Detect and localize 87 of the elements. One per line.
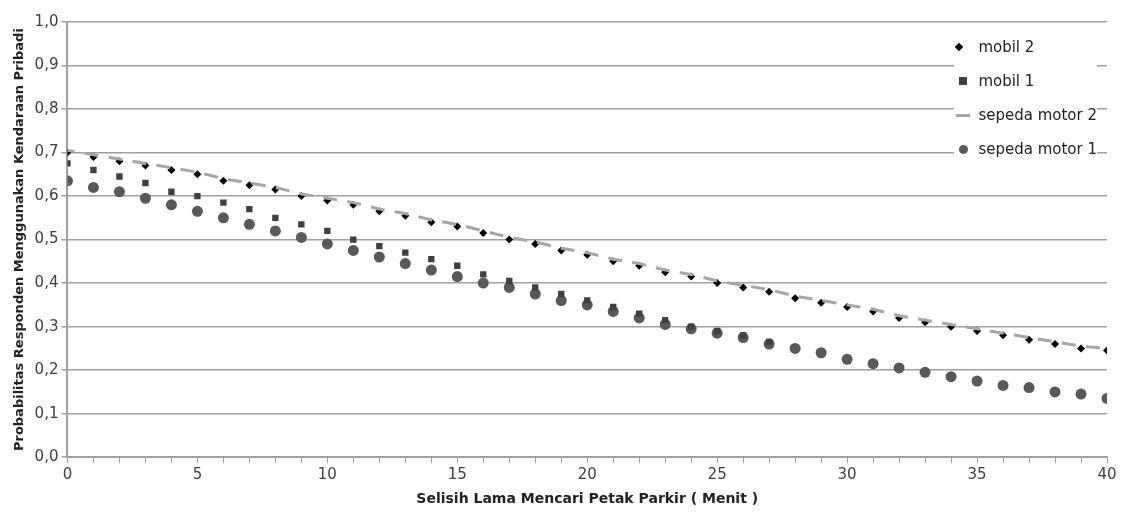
x-tick-label: 30	[837, 465, 857, 484]
y-tick-label: 0,3	[34, 316, 59, 335]
x-tick-label: 40	[1097, 465, 1117, 484]
y-tick-label: 0,1	[34, 403, 59, 422]
point	[531, 239, 540, 248]
point	[217, 212, 229, 224]
y-tick-label: 0,9	[34, 55, 59, 74]
legend-label: mobil 2	[978, 38, 1035, 56]
y-tick-label: 0,6	[34, 185, 59, 204]
point	[376, 242, 383, 250]
point	[87, 181, 99, 193]
point	[168, 188, 175, 195]
point	[1075, 388, 1087, 400]
point	[817, 298, 826, 307]
point	[893, 362, 905, 374]
y-axis-title: Probabilitas Responden Menggunakan Kendaraan Pribadi	[11, 28, 27, 452]
point	[116, 173, 123, 180]
point	[791, 294, 800, 303]
point	[167, 165, 176, 174]
point	[919, 366, 931, 378]
point	[945, 371, 957, 383]
point	[1049, 386, 1061, 398]
point	[971, 375, 983, 387]
point	[113, 186, 125, 198]
y-tick-label: 0,8	[34, 98, 59, 117]
point	[219, 176, 228, 185]
point	[324, 227, 331, 235]
point	[584, 297, 591, 304]
point	[142, 179, 149, 187]
x-tick-label: 35	[967, 465, 987, 484]
x-tick-label: 5	[192, 465, 203, 484]
point	[269, 225, 281, 237]
point	[479, 229, 488, 238]
point	[789, 342, 801, 354]
x-axis-title: Selisih Lama Mencari Petak Parkir ( Menit )	[416, 490, 759, 507]
point	[139, 192, 151, 204]
point	[765, 287, 774, 296]
point	[243, 218, 255, 230]
point	[165, 199, 177, 211]
point	[399, 258, 411, 270]
point	[193, 170, 202, 179]
x-tick-label: 25	[707, 465, 727, 484]
point	[739, 283, 748, 292]
point	[272, 214, 279, 222]
y-tick-label: 0,5	[34, 229, 59, 248]
y-tick-label: 0,0	[34, 447, 59, 466]
point	[1023, 382, 1035, 394]
y-tick-label: 0,4	[34, 273, 59, 292]
point	[245, 181, 254, 190]
point	[453, 222, 462, 231]
point	[402, 249, 409, 256]
point	[477, 277, 489, 289]
point	[191, 205, 203, 217]
y-tick-label: 0,2	[34, 360, 59, 379]
point	[505, 235, 514, 244]
x-tick-label: 15	[447, 465, 467, 484]
point	[321, 238, 333, 250]
point	[295, 231, 307, 243]
point	[425, 264, 437, 276]
point	[90, 166, 97, 174]
y-tick-label: 0,7	[34, 142, 59, 161]
point	[480, 271, 487, 278]
x-tick-label: 20	[577, 465, 597, 484]
point	[220, 199, 227, 206]
point	[739, 332, 747, 339]
point	[867, 358, 879, 370]
point	[1051, 340, 1060, 349]
point	[246, 205, 253, 213]
point	[194, 192, 201, 200]
point	[997, 379, 1009, 391]
x-tick-label: 10	[317, 465, 337, 484]
y-tick-label: 1,0	[34, 11, 59, 30]
legend-label: sepeda motor 1	[978, 140, 1097, 158]
point	[636, 310, 643, 317]
legend-label: mobil 1	[978, 72, 1035, 90]
point	[1025, 335, 1034, 344]
point	[815, 347, 827, 359]
x-tick-label: 0	[62, 465, 73, 484]
point	[373, 251, 385, 263]
point	[347, 244, 359, 256]
legend-label: sepeda motor 2	[978, 106, 1097, 124]
point	[532, 284, 539, 291]
point	[451, 271, 463, 283]
point	[298, 221, 305, 228]
point	[841, 353, 853, 365]
point	[350, 236, 357, 243]
point	[1077, 344, 1086, 353]
